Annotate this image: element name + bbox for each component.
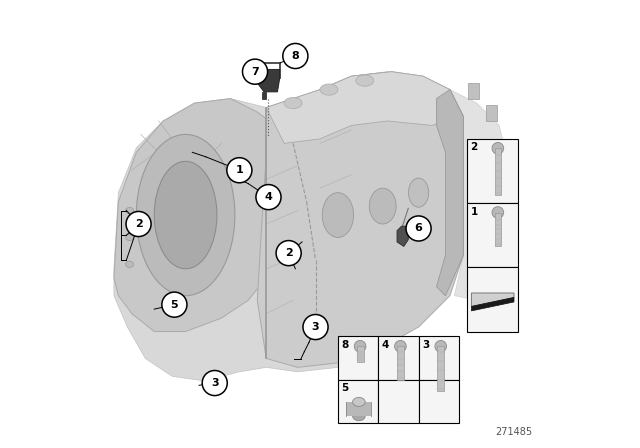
Polygon shape xyxy=(257,72,463,367)
Text: 1: 1 xyxy=(470,207,478,217)
Bar xyxy=(356,346,364,362)
Text: 5: 5 xyxy=(342,383,349,393)
Ellipse shape xyxy=(125,234,134,241)
Text: 6: 6 xyxy=(415,224,422,233)
Text: 3: 3 xyxy=(211,378,218,388)
Circle shape xyxy=(355,340,366,352)
Bar xyxy=(346,402,371,416)
Bar xyxy=(486,105,497,121)
Bar xyxy=(437,346,444,391)
Circle shape xyxy=(435,340,447,352)
Circle shape xyxy=(243,59,268,84)
Text: 3: 3 xyxy=(312,322,319,332)
Bar xyxy=(378,336,419,380)
Polygon shape xyxy=(450,90,508,300)
Ellipse shape xyxy=(353,412,365,421)
Circle shape xyxy=(283,43,308,69)
Text: 4: 4 xyxy=(264,192,273,202)
Circle shape xyxy=(492,207,504,218)
Ellipse shape xyxy=(125,207,134,214)
Circle shape xyxy=(227,158,252,183)
Bar xyxy=(338,336,378,380)
Ellipse shape xyxy=(154,161,217,269)
Circle shape xyxy=(202,370,227,396)
Bar xyxy=(495,212,501,246)
Circle shape xyxy=(303,314,328,340)
Ellipse shape xyxy=(369,188,396,224)
Text: 7: 7 xyxy=(251,67,259,77)
Bar xyxy=(419,336,459,380)
Bar xyxy=(467,139,518,203)
Bar xyxy=(467,267,518,332)
Text: 271485: 271485 xyxy=(495,427,532,437)
Circle shape xyxy=(492,142,504,154)
Ellipse shape xyxy=(353,397,365,406)
Polygon shape xyxy=(472,293,514,306)
Circle shape xyxy=(162,292,187,317)
Bar xyxy=(495,148,501,195)
Text: 2: 2 xyxy=(134,219,143,229)
Text: 8: 8 xyxy=(342,340,349,349)
Bar xyxy=(419,380,459,423)
Bar xyxy=(338,380,378,423)
Text: 5: 5 xyxy=(171,300,178,310)
Circle shape xyxy=(126,211,151,237)
Ellipse shape xyxy=(284,97,302,109)
Text: 8: 8 xyxy=(291,51,300,61)
Circle shape xyxy=(406,216,431,241)
Ellipse shape xyxy=(320,84,338,95)
Circle shape xyxy=(276,241,301,266)
Bar xyxy=(467,203,518,267)
Text: 1: 1 xyxy=(236,165,243,175)
Ellipse shape xyxy=(322,193,353,237)
Text: 2: 2 xyxy=(470,142,478,152)
Ellipse shape xyxy=(125,261,134,267)
Polygon shape xyxy=(266,72,463,143)
Circle shape xyxy=(395,340,406,352)
Text: 4: 4 xyxy=(382,340,389,349)
Polygon shape xyxy=(114,99,284,332)
Polygon shape xyxy=(436,90,463,296)
Text: 2: 2 xyxy=(285,248,292,258)
Ellipse shape xyxy=(136,134,235,296)
Polygon shape xyxy=(262,92,266,99)
Polygon shape xyxy=(472,297,514,311)
Bar xyxy=(378,380,419,423)
Ellipse shape xyxy=(408,178,429,207)
Text: 3: 3 xyxy=(422,340,429,349)
Polygon shape xyxy=(257,69,280,92)
Bar xyxy=(397,346,404,380)
Ellipse shape xyxy=(356,75,374,86)
Polygon shape xyxy=(397,226,408,246)
Polygon shape xyxy=(114,72,463,381)
Bar xyxy=(468,83,479,99)
Circle shape xyxy=(256,185,281,210)
